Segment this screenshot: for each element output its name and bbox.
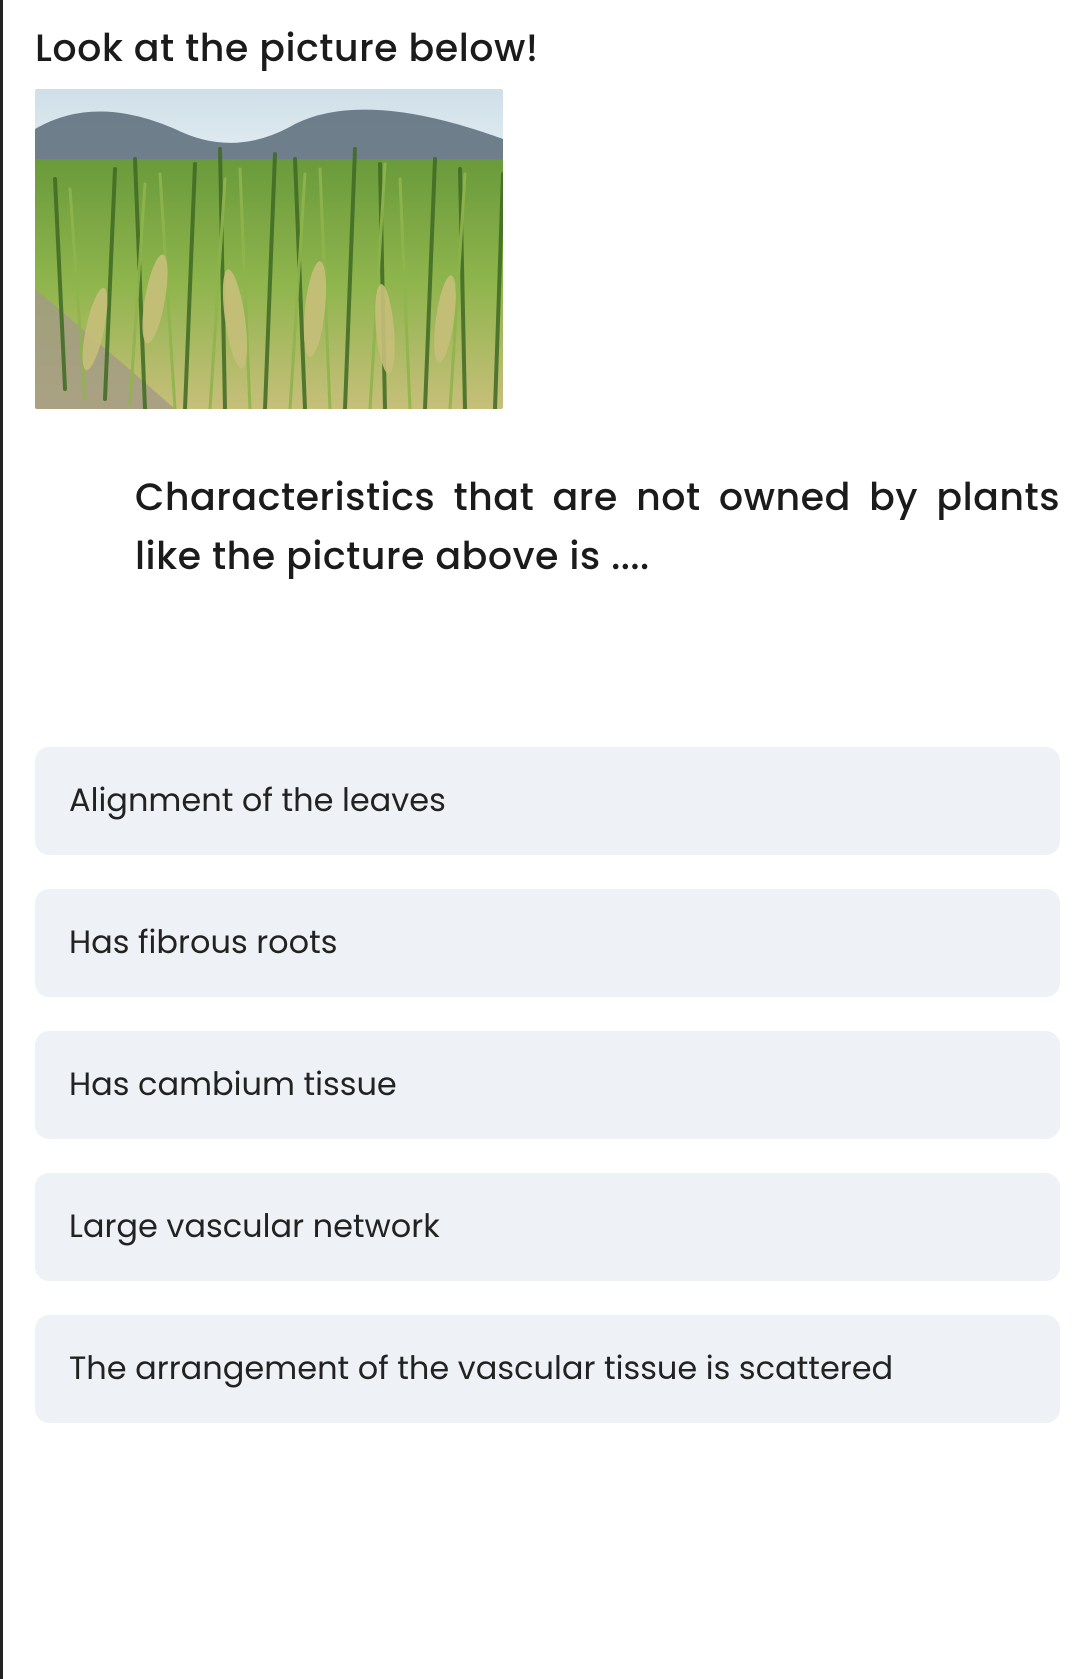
option-e[interactable]: The arrangement of the vascular tissue i… [35,1315,1060,1423]
option-d[interactable]: Large vascular network [35,1173,1060,1281]
option-label: Large vascular network [69,1204,440,1249]
option-label: Alignment of the leaves [69,778,446,823]
quiz-page: Look at the picture below! [0,0,1088,1679]
question-heading: Look at the picture below! [35,20,1060,77]
option-label: Has cambium tissue [69,1062,397,1107]
question-image [35,89,503,409]
option-c[interactable]: Has cambium tissue [35,1031,1060,1139]
option-label: The arrangement of the vascular tissue i… [69,1346,893,1391]
option-a[interactable]: Alignment of the leaves [35,747,1060,855]
options-list: Alignment of the leaves Has fibrous root… [35,747,1060,1423]
option-b[interactable]: Has fibrous roots [35,889,1060,997]
question-body: Characteristics that are not owned by pl… [135,469,1060,587]
rice-field-svg [35,89,503,409]
option-label: Has fibrous roots [69,920,337,965]
